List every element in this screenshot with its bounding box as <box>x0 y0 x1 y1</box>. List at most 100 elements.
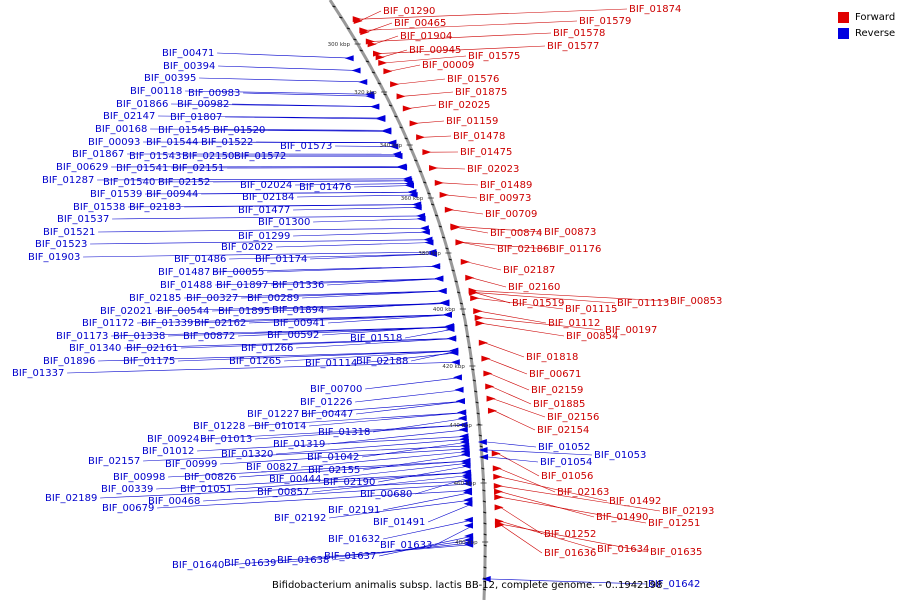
forward-gene-arrow <box>475 315 484 321</box>
reverse-gene-label: BIF_00982 <box>177 99 229 110</box>
forward-leader-line <box>498 453 539 476</box>
reverse-gene-label: BIF_01227 <box>247 409 299 420</box>
reverse-gene-label: BIF_01476 <box>299 182 351 193</box>
reverse-gene-label: BIF_00327 <box>186 293 238 304</box>
reverse-leader-line <box>313 219 426 222</box>
forward-gene-label: BIF_01576 <box>447 74 499 85</box>
reverse-gene-label: BIF_01052 <box>538 442 590 453</box>
reverse-leader-line <box>199 78 367 82</box>
forward-gene-arrow <box>410 120 419 126</box>
forward-gene-arrow <box>465 275 474 281</box>
forward-gene-label: BIF_02187 <box>503 265 555 276</box>
reverse-gene-label: BIF_02191 <box>328 505 380 516</box>
forward-leader-line <box>471 278 506 287</box>
reverse-gene-label: BIF_01338 <box>113 331 165 342</box>
reverse-gene-label: BIF_01518 <box>350 333 402 344</box>
reverse-gene-arrow <box>455 387 464 393</box>
forward-leader-line <box>461 242 495 249</box>
forward-gene-arrow <box>461 259 470 265</box>
forward-leader-line <box>416 121 444 123</box>
forward-gene-label: BIF_01056 <box>541 471 593 482</box>
reverse-gene-label: BIF_01523 <box>35 239 87 250</box>
reverse-gene-label: BIF_01054 <box>540 457 592 468</box>
legend-item-reverse: Reverse <box>838 25 895 41</box>
reverse-gene-arrow <box>457 410 466 416</box>
forward-leader-line <box>396 79 445 84</box>
reverse-gene-label: BIF_01265 <box>229 356 281 367</box>
forward-gene-arrow <box>429 165 438 171</box>
reverse-gene-label: BIF_01894 <box>272 305 324 316</box>
reverse-gene-arrow <box>434 276 443 282</box>
forward-gene-label: BIF_01115 <box>565 304 617 315</box>
reverse-gene-label: BIF_00827 <box>246 462 298 473</box>
reverse-gene-label: BIF_02147 <box>103 111 155 122</box>
reverse-leader-line <box>293 207 422 210</box>
reverse-gene-label: BIF_00447 <box>301 409 353 420</box>
reverse-gene-label: BIF_01226 <box>300 397 352 408</box>
forward-leader-line <box>494 411 535 430</box>
ruler-tick-label: 320 kbp <box>354 90 377 96</box>
reverse-gene-label: BIF_00700 <box>310 384 362 395</box>
ruler-tick-label: 400 kbp <box>433 307 456 313</box>
forward-gene-arrow <box>397 93 406 99</box>
forward-gene-label: BIF_01113 <box>617 298 669 309</box>
forward-leader-line <box>467 262 501 270</box>
reverse-gene-label: BIF_02021 <box>100 306 152 317</box>
forward-gene-label: BIF_02025 <box>438 100 490 111</box>
reverse-gene-label: BIF_00680 <box>360 489 412 500</box>
reverse-gene-label: BIF_00826 <box>184 472 236 483</box>
reverse-gene-label: BIF_00468 <box>148 496 200 507</box>
reverse-gene-label: BIF_00544 <box>157 306 209 317</box>
reverse-gene-label: BIF_01319 <box>273 439 325 450</box>
reverse-gene-label: BIF_01340 <box>69 343 121 354</box>
forward-gene-label: BIF_00465 <box>394 18 446 29</box>
reverse-gene-label: BIF_01637 <box>324 551 376 562</box>
reverse-gene-label: BIF_02189 <box>45 493 97 504</box>
forward-gene-arrow <box>494 489 503 495</box>
reverse-leader-line <box>405 329 454 338</box>
ruler-tick-label: 340 kbp <box>380 143 403 149</box>
forward-gene-arrow <box>488 408 497 414</box>
reverse-gene-label: BIF_01538 <box>73 202 125 213</box>
reverse-leader-line <box>355 390 463 402</box>
forward-gene-label: BIF_01575 <box>468 51 520 62</box>
forward-leader-line <box>435 168 465 169</box>
reverse-gene-label: BIF_01300 <box>258 217 310 228</box>
forward-leader-line <box>366 23 392 32</box>
forward-gene-label: BIF_01885 <box>533 399 585 410</box>
forward-gene-label: BIF_00197 <box>605 325 657 336</box>
reverse-gene-label: BIF_00168 <box>95 124 147 135</box>
ruler-tick-label: 360 kbp <box>401 196 424 202</box>
reverse-gene-arrow <box>438 288 447 294</box>
reverse-gene-label: BIF_01897 <box>216 280 268 291</box>
forward-gene-label: BIF_02023 <box>467 164 519 175</box>
forward-gene-label: BIF_02193 <box>662 506 714 517</box>
reverse-gene-label: BIF_01520 <box>213 125 265 136</box>
forward-gene-label: BIF_00709 <box>485 209 537 220</box>
forward-leader-line <box>446 195 477 198</box>
ruler-tick-label: 480 kbp <box>455 540 478 546</box>
forward-gene-label: BIF_01112 <box>548 318 600 329</box>
reverse-gene-arrow <box>453 374 462 380</box>
forward-leader-line <box>422 136 451 137</box>
forward-leader-line <box>409 105 436 108</box>
forward-gene-arrow <box>383 68 392 74</box>
reverse-gene-label: BIF_00395 <box>144 73 196 84</box>
reverse-gene-label: BIF_01903 <box>28 252 80 263</box>
forward-gene-arrow <box>455 239 464 245</box>
reverse-gene-label: BIF_00118 <box>130 86 182 97</box>
reverse-gene-label: BIF_01639 <box>224 558 276 569</box>
reverse-gene-label: BIF_01540 <box>103 177 155 188</box>
forward-gene-arrow <box>416 134 425 140</box>
reverse-gene-label: BIF_00289 <box>247 293 299 304</box>
reverse-gene-label: BIF_00055 <box>212 267 264 278</box>
forward-gene-label: BIF_01635 <box>650 547 702 558</box>
reverse-gene-label: BIF_01287 <box>42 175 94 186</box>
forward-leader-line <box>382 50 407 57</box>
forward-gene-arrow <box>390 81 399 87</box>
forward-gene-arrow <box>440 192 449 198</box>
reverse-gene-label: BIF_00592 <box>267 330 319 341</box>
reverse-leader-line <box>488 457 538 462</box>
reverse-leader-line <box>428 504 472 522</box>
